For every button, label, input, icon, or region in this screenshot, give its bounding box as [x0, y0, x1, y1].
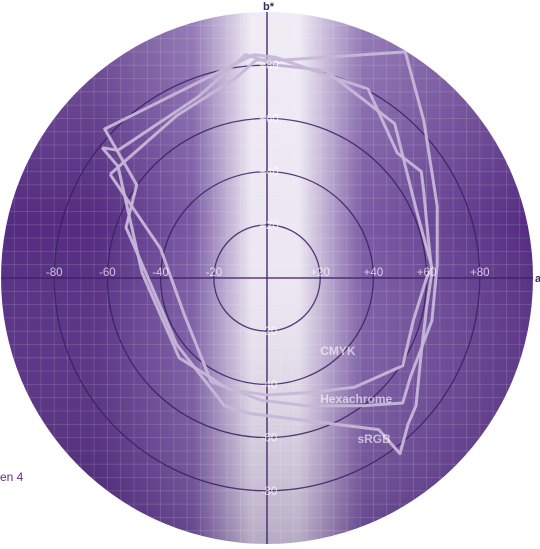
b-tick-label: +60: [259, 113, 279, 125]
b-tick-label: -80: [261, 486, 278, 498]
b-tick-label: +40: [259, 167, 279, 179]
series-line-srgb: [103, 53, 434, 456]
b-tick-label: -40: [261, 379, 278, 391]
side-caption: en 4: [0, 470, 24, 484]
a-tick-label: +20: [310, 267, 330, 279]
tick-labels: -80 -60 -40 -20 +20 +40 +60 +80 +80 +60 +40 +20 -20 -…: [46, 60, 490, 498]
a-tick-label: +40: [364, 267, 384, 279]
b-axis-label: b*: [263, 1, 275, 13]
a-tick-label: +80: [470, 267, 490, 279]
b-tick-label: -20: [261, 326, 278, 338]
b-tick-label: -60: [261, 433, 278, 445]
series-line-hexachrome: [108, 50, 439, 408]
a-axis-label: a*: [535, 273, 540, 285]
b-tick-label: +80: [259, 60, 279, 72]
gamut-series: CMYK Hexachrome sRGB: [100, 50, 439, 456]
b-tick-label: +20: [259, 220, 279, 232]
series-label-cmyk: CMYK: [320, 344, 356, 358]
series-label-hexachrome: Hexachrome: [320, 392, 392, 406]
a-tick-label: -60: [99, 267, 116, 279]
a-tick-label: +60: [417, 267, 437, 279]
a-tick-label: -40: [152, 267, 169, 279]
series-label-srgb: sRGB: [357, 432, 391, 446]
a-tick-label: -20: [205, 267, 222, 279]
a-tick-label: -80: [46, 267, 63, 279]
